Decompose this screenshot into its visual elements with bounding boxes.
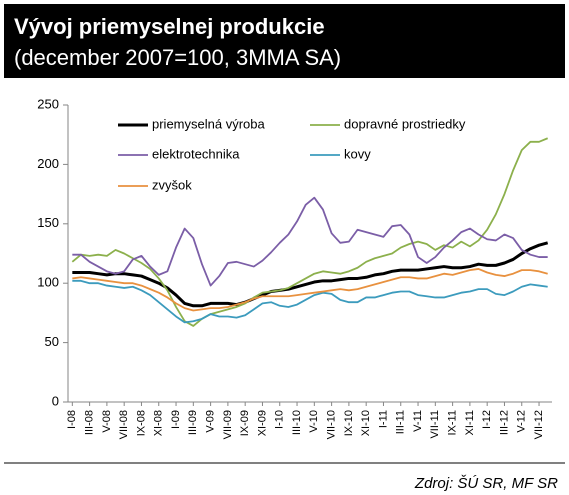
x-tick-label: XI-10	[360, 410, 372, 436]
x-tick-label: III-09	[187, 410, 199, 435]
x-tick-label: XI-09	[256, 410, 268, 436]
chart-title: Vývoj priemyselnej produkcie	[14, 14, 325, 39]
legend-label: dopravné prostriedky	[344, 116, 466, 131]
chart-subtitle: (december 2007=100, 3MMA SA)	[14, 45, 341, 70]
x-tick-label: V-12	[516, 410, 528, 433]
x-tick-label: III-08	[84, 410, 96, 435]
y-tick-label: 50	[45, 334, 59, 349]
x-tick-label: III-10	[291, 410, 303, 435]
x-tick-label: V-10	[308, 410, 320, 433]
x-tick-label: V-09	[205, 410, 217, 433]
x-tick-label: VII-10	[326, 410, 338, 439]
x-tick-label: IX-11	[447, 410, 459, 435]
x-tick-label: V-11	[412, 410, 424, 432]
x-tick-label: IX-10	[343, 410, 355, 436]
series-line	[72, 241, 549, 308]
x-tick-label: VII-12	[533, 410, 545, 439]
y-tick-label: 150	[37, 215, 59, 230]
x-tick-label: IX-08	[135, 410, 147, 436]
series-line	[72, 279, 548, 324]
legend-label: elektrotechnika	[152, 146, 240, 161]
y-tick-label: 0	[52, 393, 59, 408]
x-tick-label: III-12	[498, 410, 510, 435]
y-tick-label: 200	[37, 156, 59, 171]
series-line	[71, 137, 549, 327]
x-tick-label: I-10	[274, 410, 286, 429]
header-box	[4, 4, 565, 78]
x-tick-label: VII-09	[222, 410, 234, 439]
x-tick-label: I-08	[66, 410, 78, 429]
x-tick-label: V-08	[101, 410, 113, 433]
x-tick-label: VII-08	[118, 410, 130, 439]
x-tick-label: I-09	[170, 410, 182, 429]
legend-label: priemyselná výroba	[152, 116, 265, 131]
x-tick-label: IX-09	[239, 410, 251, 436]
x-tick-label: VII-11	[429, 410, 441, 439]
x-tick-label: III-11	[395, 410, 407, 434]
source-note: Zdroj: ŠÚ SR, MF SR	[414, 475, 558, 492]
series-line	[72, 268, 548, 312]
y-tick-label: 100	[37, 275, 59, 290]
x-tick-label: I-12	[481, 410, 493, 429]
y-tick-label: 250	[37, 96, 59, 111]
x-tick-label: XI-08	[153, 410, 165, 436]
legend-label: kovy	[344, 146, 371, 161]
series-line	[72, 196, 548, 287]
legend-label: zvyšok	[152, 177, 192, 192]
x-tick-label: XI-11	[464, 410, 476, 435]
x-tick-label: I-11	[377, 410, 389, 428]
